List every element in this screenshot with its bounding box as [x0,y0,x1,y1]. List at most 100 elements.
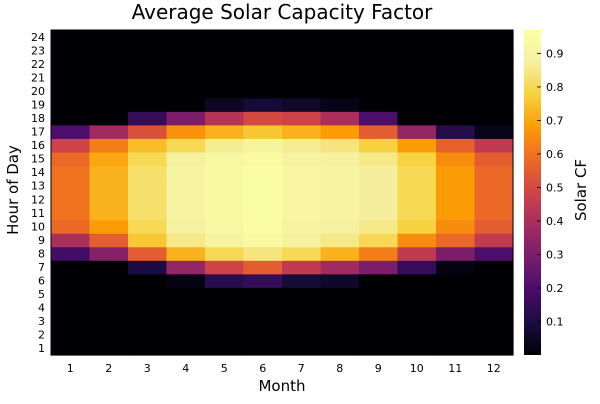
heatmap-cell [243,151,283,167]
heatmap-cell [128,84,168,99]
y-tick-label: 5 [38,288,45,301]
heatmap-cell [397,97,437,112]
heatmap-cell [397,30,437,45]
heatmap-cell [51,30,91,45]
heatmap-cell [397,300,437,315]
heatmap-cell [166,206,206,221]
heatmap-cell [166,124,206,139]
heatmap-cell [89,43,129,58]
heatmap-cell [397,43,437,58]
heatmap-cell [205,30,245,45]
heatmap-cell [397,165,437,180]
y-tick-label: 21 [31,71,45,84]
x-tick-label: 10 [410,362,424,375]
heatmap-cell [282,246,322,261]
heatmap-cell [436,192,476,207]
heatmap-cell [243,57,283,72]
y-tick-label: 17 [31,126,45,139]
heatmap-cell [205,43,245,58]
heatmap-cell [166,300,206,315]
colorbar-label: Solar CF [572,159,590,221]
colorbar-tick-label: 0.3 [546,248,564,261]
heatmap-cell [166,219,206,234]
colorbar-tick-label: 0.5 [546,181,564,194]
heatmap-cell [436,57,476,72]
heatmap-cell [397,151,437,167]
heatmap-cell [474,341,514,356]
heatmap-cell [320,30,360,45]
x-tick-label: 9 [375,362,382,375]
heatmap-cell [359,57,399,72]
heatmap-cell [243,314,283,329]
heatmap-cell [436,178,476,194]
heatmap-cell [166,192,206,207]
heatmap-cell [359,300,399,315]
heatmap-cell [128,57,168,72]
heatmap-cell [359,246,399,261]
heatmap-cell [243,178,283,194]
heatmap-cell [128,192,168,207]
heatmap-cell [51,84,91,99]
heatmap-cell [359,192,399,207]
heatmap-cell [205,124,245,139]
heatmap-cell [436,314,476,329]
y-tick-label: 19 [31,98,45,111]
heatmap-cell [128,43,168,58]
colorbar-tick-label: 0.7 [546,114,564,127]
y-tick-label: 22 [31,58,45,71]
heatmap-cell [51,327,91,343]
chart-title: Average Solar Capacity Factor [132,0,434,24]
colorbar-tick-label: 0.2 [546,282,564,295]
plot-frame [50,29,514,356]
heatmap-cell [282,287,322,302]
heatmap-cell [51,192,91,207]
heatmap-cell [205,314,245,329]
heatmap-cell [128,327,168,343]
heatmap-cell [436,327,476,343]
heatmap-cell [320,97,360,112]
heatmap-cell [128,124,168,139]
y-tick-label: 24 [31,31,45,44]
heatmap-cell [282,206,322,221]
y-tick-label: 23 [31,44,45,57]
x-tick-label: 1 [67,362,74,375]
heatmap-cell [282,165,322,180]
heatmap-cell [282,300,322,315]
heatmap-cell [397,178,437,194]
y-tick-label: 2 [38,329,45,342]
heatmap-cell [397,192,437,207]
y-tick-label: 15 [31,153,45,166]
heatmap-cell [359,341,399,356]
heatmap-cell [359,138,399,153]
heatmap-cell [243,219,283,234]
heatmap-cell [436,246,476,261]
heatmap-cell [205,84,245,99]
heatmap-cell [51,178,91,194]
heatmap-cell [474,219,514,234]
heatmap-cell [205,178,245,194]
heatmap-cell [205,138,245,153]
heatmap-cell [128,178,168,194]
heatmap-cell [359,43,399,58]
colorbar [524,30,541,355]
heatmap-cell [282,273,322,288]
x-tick-label: 11 [448,362,462,375]
y-tick-label: 11 [31,207,45,220]
heatmap-cell [243,300,283,315]
heatmap-cell [282,314,322,329]
heatmap-cell [320,124,360,139]
heatmap-cell [51,138,91,153]
heatmap-cell [282,70,322,85]
heatmap-cell [166,246,206,261]
heatmap-cell [51,219,91,234]
heatmap-cell [474,246,514,261]
heatmap-cell [243,287,283,302]
heatmap-cell [128,341,168,356]
heatmap-cell [397,124,437,139]
heatmap-cell [166,165,206,180]
y-axis-label: Hour of Day [4,145,22,235]
heatmap-cell [128,287,168,302]
heatmap-cell [166,273,206,288]
heatmap-cell [128,300,168,315]
